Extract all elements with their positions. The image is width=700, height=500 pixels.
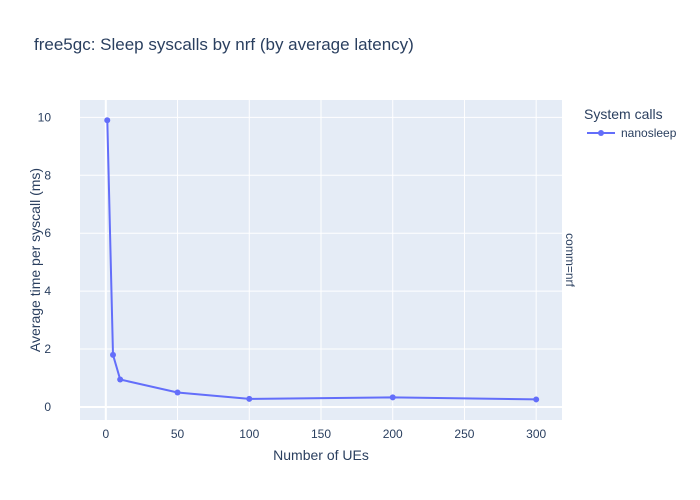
legend-marker-icon <box>598 130 604 136</box>
x-tick-label: 300 <box>526 427 546 441</box>
data-point[interactable] <box>109 351 116 358</box>
data-point[interactable] <box>117 376 124 383</box>
legend-title: System calls <box>584 106 663 122</box>
chart-title: free5gc: Sleep syscalls by nrf (by avera… <box>34 35 414 54</box>
x-axis: 0 50 100 150 200 250 300 <box>102 427 546 441</box>
legend-item-nanosleep[interactable]: nanosleep <box>587 126 677 140</box>
y-tick-label: 4 <box>44 284 51 298</box>
y-tick-label: 6 <box>44 226 51 240</box>
x-tick-label: 50 <box>171 427 185 441</box>
x-axis-title: Number of UEs <box>273 447 369 463</box>
y-tick-label: 8 <box>44 168 51 182</box>
legend[interactable]: System calls nanosleep <box>584 106 677 140</box>
data-point[interactable] <box>174 389 181 396</box>
data-point[interactable] <box>533 396 540 403</box>
x-tick-label: 0 <box>102 427 109 441</box>
legend-label: nanosleep <box>621 126 677 140</box>
y-axis-title: Average time per syscall (ms) <box>27 168 43 352</box>
x-tick-label: 150 <box>311 427 331 441</box>
y-tick-label: 10 <box>38 110 52 124</box>
x-tick-label: 250 <box>454 427 474 441</box>
y-tick-label: 2 <box>44 342 51 356</box>
series-layer <box>104 117 540 403</box>
data-point[interactable] <box>104 117 111 124</box>
y-axis: 0 2 4 6 8 10 <box>38 110 52 414</box>
data-point[interactable] <box>389 394 396 401</box>
grid <box>80 100 562 420</box>
x-tick-label: 200 <box>383 427 403 441</box>
x-tick-label: 100 <box>239 427 259 441</box>
y-tick-label: 0 <box>44 400 51 414</box>
facet-label: comm=nrf <box>563 233 577 287</box>
data-point[interactable] <box>246 395 253 402</box>
